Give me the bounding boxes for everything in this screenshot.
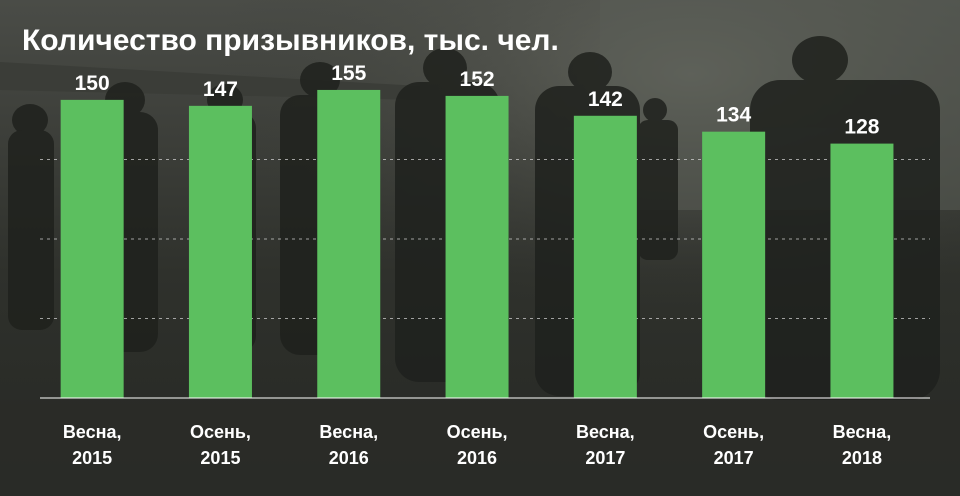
- bar: [188, 105, 252, 399]
- x-tick-label: Осень,: [190, 422, 251, 442]
- x-tick-label: 2016: [457, 448, 497, 468]
- bar: [573, 115, 637, 399]
- bar: [445, 95, 509, 399]
- value-labels: 150 147 155 152 142 134 128: [75, 62, 880, 139]
- bar-value-label: 128: [844, 116, 879, 139]
- bar-value-label: 134: [716, 104, 751, 127]
- x-tick-label: 2016: [329, 448, 369, 468]
- x-tick-label: Весна,: [576, 422, 635, 442]
- bar-value-label: 152: [460, 68, 495, 91]
- x-tick-label: Осень,: [703, 422, 764, 442]
- bar: [830, 143, 894, 398]
- bar: [317, 89, 381, 398]
- x-tick-label: 2018: [842, 448, 882, 468]
- bars: [60, 89, 894, 399]
- bar-value-label: 142: [588, 88, 623, 111]
- x-tick-label: 2015: [200, 448, 240, 468]
- chart-title: Количество призывников, тыс. чел.: [22, 24, 559, 57]
- x-tick-label: 2017: [585, 448, 625, 468]
- x-tick-label: Весна,: [833, 422, 892, 442]
- bar-value-label: 147: [203, 78, 238, 101]
- bar-value-label: 155: [331, 62, 366, 85]
- bar: [702, 131, 766, 399]
- gridlines: [40, 159, 930, 319]
- bar: [60, 99, 124, 398]
- x-tick-label: 2017: [714, 448, 754, 468]
- x-tick-label: Весна,: [319, 422, 378, 442]
- x-tick-label: Весна,: [63, 422, 122, 442]
- x-tick-label: Осень,: [447, 422, 508, 442]
- x-tick-labels: Весна, 2015 Осень, 2015 Весна, 2016 Осень, 2016…: [63, 422, 891, 468]
- bar-value-label: 150: [75, 72, 110, 95]
- x-tick-label: 2015: [72, 448, 112, 468]
